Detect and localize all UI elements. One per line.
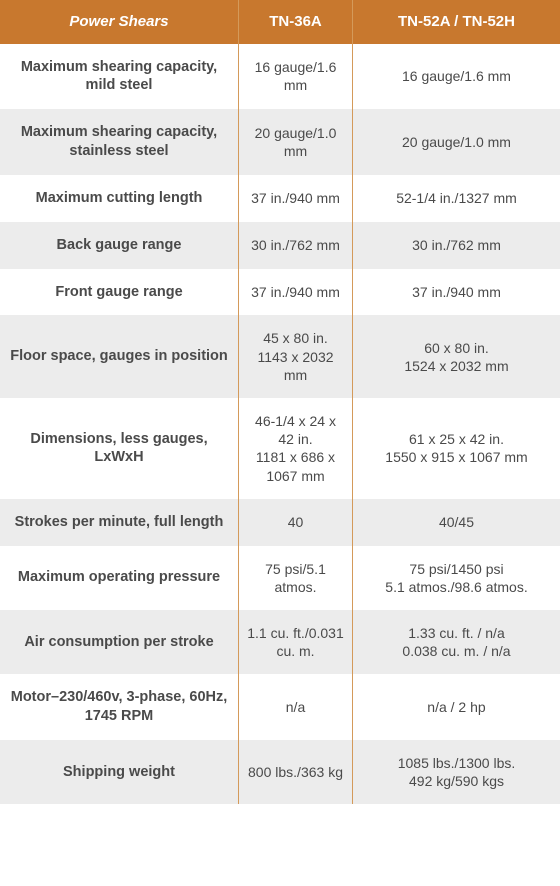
table-row: Floor space, gauges in position45 x 80 i… xyxy=(0,315,560,398)
spec-label: Back gauge range xyxy=(0,222,238,269)
spec-value-tn52: 40/45 xyxy=(353,499,560,546)
spec-value-tn36a: 16 gauge/1.6 mm xyxy=(238,44,353,110)
spec-label: Maximum shearing capacity, stainless ste… xyxy=(0,109,238,175)
spec-label: Maximum cutting length xyxy=(0,175,238,222)
spec-value-tn36a: 37 in./940 mm xyxy=(238,269,353,316)
spec-label: Shipping weight xyxy=(0,740,238,804)
spec-value-tn52: 16 gauge/1.6 mm xyxy=(353,44,560,110)
spec-value-tn52: n/a / 2 hp xyxy=(353,674,560,740)
spec-value-tn36a: 45 x 80 in.1143 x 2032 mm xyxy=(238,315,353,398)
table-row: Front gauge range37 in./940 mm37 in./940… xyxy=(0,269,560,316)
spec-value-tn36a: 1.1 cu. ft./0.031 cu. m. xyxy=(238,610,353,674)
spec-value-tn36a: 30 in./762 mm xyxy=(238,222,353,269)
spec-label: Dimensions, less gauges, LxWxH xyxy=(0,398,238,499)
spec-label: Strokes per minute, full length xyxy=(0,499,238,546)
spec-label: Front gauge range xyxy=(0,269,238,316)
spec-label: Maximum operating pressure xyxy=(0,546,238,610)
spec-value-tn36a: 40 xyxy=(238,499,353,546)
header-cell-tn52: TN-52A / TN-52H xyxy=(353,0,560,44)
power-shears-spec-table: Power Shears TN-36A TN-52A / TN-52H Maxi… xyxy=(0,0,560,804)
spec-value-tn52: 75 psi/1450 psi5.1 atmos./98.6 atmos. xyxy=(353,546,560,610)
spec-value-tn36a: 800 lbs./363 kg xyxy=(238,740,353,804)
spec-label: Air consumption per stroke xyxy=(0,610,238,674)
spec-value-tn36a: 75 psi/5.1 atmos. xyxy=(238,546,353,610)
spec-value-tn52: 1.33 cu. ft. / n/a0.038 cu. m. / n/a xyxy=(353,610,560,674)
table-row: Air consumption per stroke1.1 cu. ft./0.… xyxy=(0,610,560,674)
table-row: Motor–230/460v, 3-phase, 60Hz, 1745 RPMn… xyxy=(0,674,560,740)
spec-value-tn52: 37 in./940 mm xyxy=(353,269,560,316)
header-cell-tn36a: TN-36A xyxy=(238,0,353,44)
spec-value-tn52: 20 gauge/1.0 mm xyxy=(353,109,560,175)
table-row: Maximum shearing capacity, mild steel16 … xyxy=(0,44,560,110)
header-cell-rowlabel: Power Shears xyxy=(0,0,238,44)
spec-value-tn36a: n/a xyxy=(238,674,353,740)
spec-value-tn36a: 20 gauge/1.0 mm xyxy=(238,109,353,175)
table-row: Maximum shearing capacity, stainless ste… xyxy=(0,109,560,175)
spec-value-tn52: 1085 lbs./1300 lbs.492 kg/590 kgs xyxy=(353,740,560,804)
spec-label: Floor space, gauges in position xyxy=(0,315,238,398)
spec-value-tn36a: 37 in./940 mm xyxy=(238,175,353,222)
table-row: Shipping weight800 lbs./363 kg1085 lbs./… xyxy=(0,740,560,804)
spec-label: Maximum shearing capacity, mild steel xyxy=(0,44,238,110)
table-row: Strokes per minute, full length4040/45 xyxy=(0,499,560,546)
spec-value-tn52: 52-1/4 in./1327 mm xyxy=(353,175,560,222)
table-row: Dimensions, less gauges, LxWxH46-1/4 x 2… xyxy=(0,398,560,499)
spec-value-tn36a: 46-1/4 x 24 x 42 in.1181 x 686 x 1067 mm xyxy=(238,398,353,499)
table-row: Back gauge range30 in./762 mm30 in./762 … xyxy=(0,222,560,269)
spec-label: Motor–230/460v, 3-phase, 60Hz, 1745 RPM xyxy=(0,674,238,740)
spec-value-tn52: 60 x 80 in.1524 x 2032 mm xyxy=(353,315,560,398)
table-row: Maximum cutting length37 in./940 mm52-1/… xyxy=(0,175,560,222)
table-body: Maximum shearing capacity, mild steel16 … xyxy=(0,44,560,805)
table-header-row: Power Shears TN-36A TN-52A / TN-52H xyxy=(0,0,560,44)
spec-value-tn52: 61 x 25 x 42 in.1550 x 915 x 1067 mm xyxy=(353,398,560,499)
table-row: Maximum operating pressure75 psi/5.1 atm… xyxy=(0,546,560,610)
spec-value-tn52: 30 in./762 mm xyxy=(353,222,560,269)
